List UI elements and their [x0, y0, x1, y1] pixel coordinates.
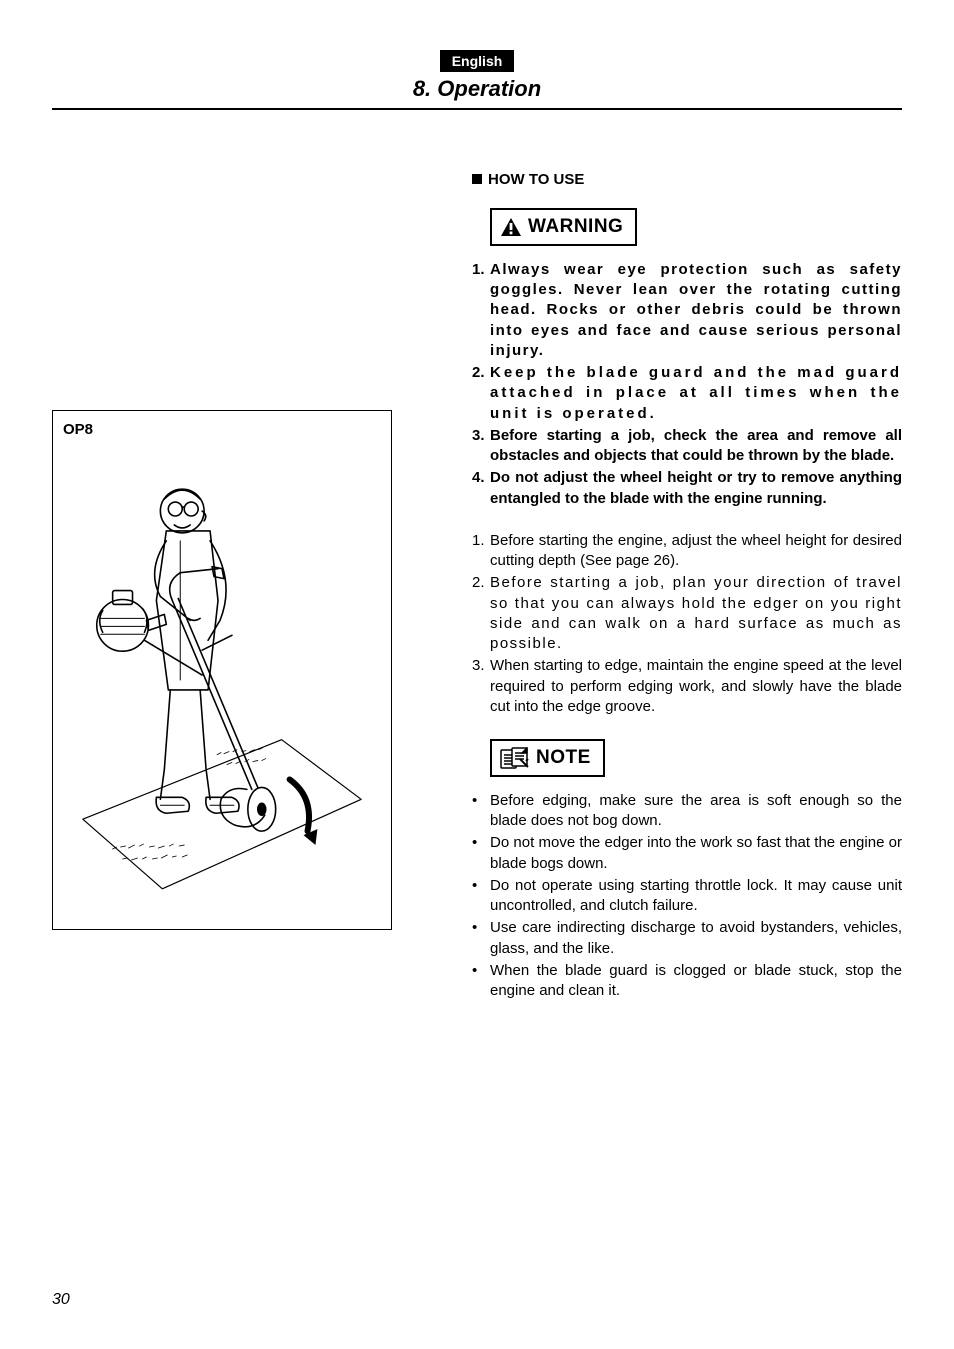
- section-heading-text: HOW TO USE: [488, 171, 584, 188]
- note-item: •Before edging, make sure the area is so…: [472, 791, 902, 832]
- page: English 8. Operation OP8: [0, 0, 954, 1349]
- warning-triangle-icon: [500, 217, 522, 237]
- note-text: Do not operate using starting throttle l…: [490, 876, 902, 917]
- square-bullet-icon: [472, 174, 482, 184]
- note-text: Before edging, make sure the area is sof…: [490, 791, 902, 832]
- warning-item: 4.Do not adjust the wheel height or try …: [472, 468, 902, 509]
- bullet-dot: •: [472, 833, 490, 874]
- figure-label: OP8: [63, 421, 93, 438]
- list-number: 2.: [472, 363, 490, 424]
- warning-text: Before starting a job, check the area an…: [490, 426, 902, 467]
- bullet-dot: •: [472, 918, 490, 959]
- note-item: •Use care indirecting discharge to avoid…: [472, 918, 902, 959]
- list-number: 3.: [472, 426, 490, 467]
- warning-item: 1.Always wear eye protection such as saf…: [472, 260, 902, 361]
- note-pages-icon: [500, 747, 530, 769]
- bullet-dot: •: [472, 876, 490, 917]
- note-item: •When the blade guard is clogged or blad…: [472, 961, 902, 1002]
- section-heading: HOW TO USE: [472, 170, 902, 190]
- right-column: HOW TO USE WARNING 1.Always wear eye pro…: [472, 170, 902, 1003]
- list-number: 4.: [472, 468, 490, 509]
- step-item: 1.Before starting the engine, adjust the…: [472, 531, 902, 572]
- bullet-dot: •: [472, 961, 490, 1002]
- page-number: 30: [52, 1291, 70, 1309]
- note-callout: NOTE: [490, 739, 605, 777]
- figure-op8: OP8: [52, 410, 392, 930]
- step-text: Before starting a job, plan your directi…: [490, 573, 902, 654]
- bullet-dot: •: [472, 791, 490, 832]
- warning-text: Always wear eye protection such as safet…: [490, 260, 902, 361]
- left-column: OP8: [52, 170, 472, 1003]
- page-header: English 8. Operation: [52, 50, 902, 110]
- content-columns: OP8: [52, 170, 902, 1003]
- list-number: 1.: [472, 260, 490, 361]
- list-number: 2.: [472, 573, 490, 654]
- list-number: 1.: [472, 531, 490, 572]
- warning-item: 2.Keep the blade guard and the mad guard…: [472, 363, 902, 424]
- note-label: NOTE: [536, 745, 591, 771]
- note-item: •Do not operate using starting throttle …: [472, 876, 902, 917]
- steps-list: 1.Before starting the engine, adjust the…: [472, 531, 902, 717]
- header-rule: [52, 108, 902, 110]
- warning-text: Do not adjust the wheel height or try to…: [490, 468, 902, 509]
- step-item: 2.Before starting a job, plan your direc…: [472, 573, 902, 654]
- step-text: Before starting the engine, adjust the w…: [490, 531, 902, 572]
- language-badge: English: [440, 50, 515, 72]
- warning-label: WARNING: [528, 214, 623, 240]
- note-text: Do not move the edger into the work so f…: [490, 833, 902, 874]
- note-text: When the blade guard is clogged or blade…: [490, 961, 902, 1002]
- edger-operator-illustration: [53, 441, 391, 929]
- warning-list: 1.Always wear eye protection such as saf…: [472, 260, 902, 509]
- warning-text: Keep the blade guard and the mad guard a…: [490, 363, 902, 424]
- step-text: When starting to edge, maintain the engi…: [490, 656, 902, 717]
- note-list: •Before edging, make sure the area is so…: [472, 791, 902, 1002]
- warning-item: 3.Before starting a job, check the area …: [472, 426, 902, 467]
- note-text: Use care indirecting discharge to avoid …: [490, 918, 902, 959]
- note-item: •Do not move the edger into the work so …: [472, 833, 902, 874]
- chapter-title: 8. Operation: [52, 76, 902, 102]
- step-item: 3.When starting to edge, maintain the en…: [472, 656, 902, 717]
- warning-callout: WARNING: [490, 208, 637, 246]
- list-number: 3.: [472, 656, 490, 717]
